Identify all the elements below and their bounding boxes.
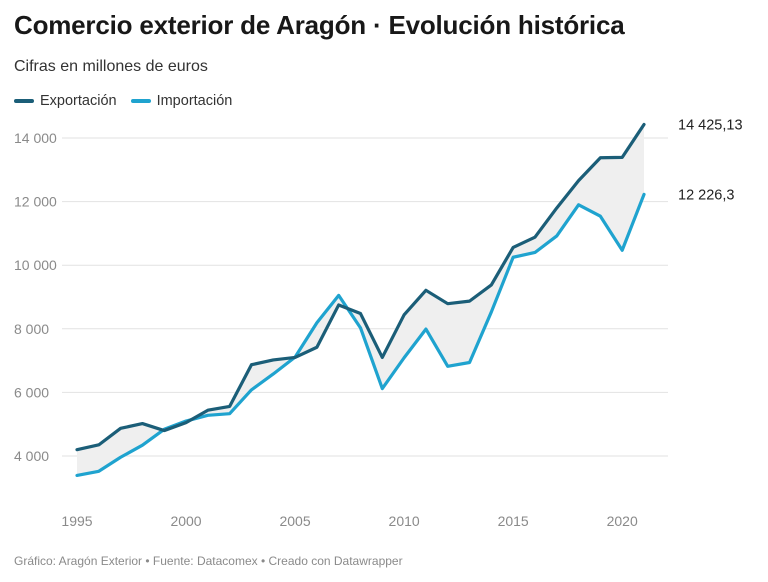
y-tick-label: 4 000 <box>14 448 49 464</box>
legend-swatch-importacion <box>130 99 151 103</box>
x-tick-label: 2020 <box>607 513 638 529</box>
x-tick-label: 2000 <box>170 513 201 529</box>
end-label-exportacion: 14 425,13 <box>678 117 743 133</box>
y-tick-label: 6 000 <box>14 384 49 400</box>
legend-label-importacion: Importación <box>156 93 233 109</box>
series-lines <box>75 122 646 477</box>
end-labels: 14 425,13 12 226,3 <box>678 117 743 203</box>
y-tick-label: 12 000 <box>14 194 57 210</box>
legend-label-exportacion: Exportación <box>40 93 117 109</box>
chart-subtitle: Cifras en millones de euros <box>14 58 208 75</box>
fill-between-area <box>77 124 644 476</box>
legend-swatch-exportacion <box>14 99 34 103</box>
x-tick-label: 1995 <box>61 513 92 529</box>
chart-footer: Gráfico: Aragón Exterior • Fuente: Datac… <box>14 554 403 568</box>
y-tick-label: 10 000 <box>14 257 57 273</box>
y-axis: 4 000 6 000 8 000 10 000 12 000 14 000 <box>14 130 57 464</box>
y-tick-label: 14 000 <box>14 130 57 146</box>
x-axis: 1995 2000 2005 2010 2015 2020 <box>61 513 638 529</box>
chart-legend: Exportación Importación <box>14 93 232 109</box>
series-line-exportacion <box>75 122 646 452</box>
legend-item-importacion: Importación <box>130 93 233 109</box>
series-line-importacion <box>75 192 646 477</box>
x-tick-label: 2010 <box>389 513 420 529</box>
area-between-series <box>77 124 644 476</box>
x-tick-label: 2005 <box>279 513 310 529</box>
x-tick-label: 2015 <box>498 513 529 529</box>
y-tick-label: 8 000 <box>14 321 49 337</box>
end-label-importacion: 12 226,3 <box>678 187 734 203</box>
legend-item-exportacion: Exportación <box>14 93 117 109</box>
chart-title: Comercio exterior de Aragón · Evolución … <box>14 10 625 40</box>
